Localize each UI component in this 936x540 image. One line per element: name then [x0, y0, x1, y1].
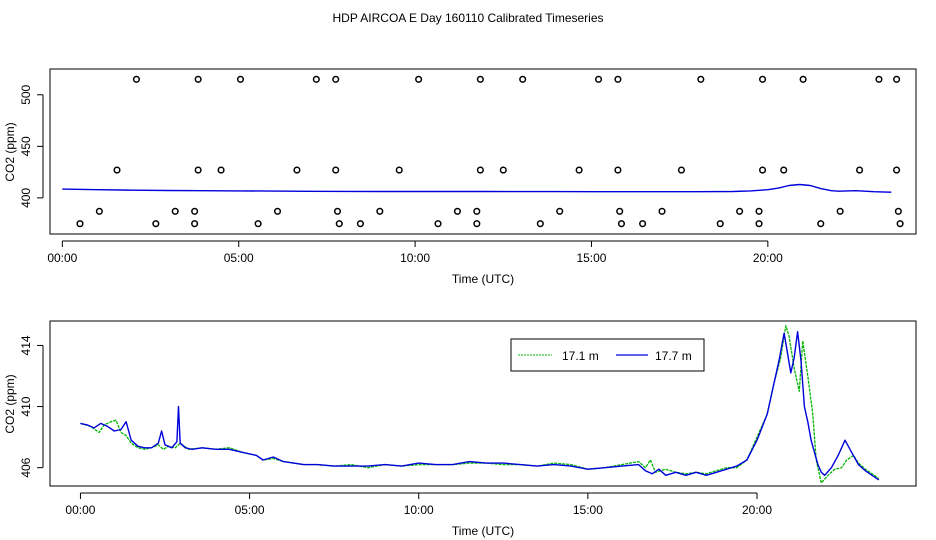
series-line-17-7-m: [80, 331, 880, 481]
x-tick-label: 20:00: [753, 251, 783, 265]
x-tick-label: 10:00: [400, 251, 430, 265]
x-tick-label: 00:00: [47, 251, 77, 265]
y-tick-label: 500: [19, 84, 33, 104]
data-point: [519, 75, 527, 83]
data-point: [896, 220, 904, 228]
x-tick-label: 05:00: [224, 251, 254, 265]
bottom-y-axis-label: CO2 (ppm): [3, 374, 17, 433]
data-point: [333, 207, 342, 215]
data-point: [759, 75, 767, 83]
data-point: [893, 75, 901, 83]
data-point: [536, 220, 544, 228]
data-point: [453, 207, 461, 215]
top-panel-marks: [62, 75, 904, 228]
data-point: [476, 166, 484, 174]
data-point: [697, 75, 705, 83]
data-point: [658, 207, 666, 215]
top-panel-axes: 00:00 05:00 10:00 15:00 20:00 400 450 500: [19, 84, 783, 265]
data-point: [236, 75, 245, 83]
data-point: [254, 220, 262, 228]
data-point: [434, 220, 442, 228]
data-point: [799, 75, 807, 83]
data-point: [356, 220, 364, 228]
legend-label-17-7: 17.7 m: [655, 349, 692, 363]
bottom-panel-frame: [49, 320, 917, 487]
top-panel-scatter: 00:00 05:00 10:00 15:00 20:00 400 450 500 Time …: [3, 68, 917, 286]
y-tick-label: 406: [19, 457, 33, 477]
data-point: [293, 166, 301, 174]
data-point: [76, 220, 84, 228]
data-point: [780, 166, 788, 174]
data-point: [335, 220, 343, 228]
data-point: [95, 207, 103, 215]
y-tick-label: 414: [19, 335, 33, 355]
data-point: [614, 166, 622, 174]
top-x-axis-label: Time (UTC): [452, 272, 514, 286]
data-point: [113, 166, 121, 174]
bottom-panel-axes: 00:00 05:00 10:00 15:00 20:00 406 410 414: [19, 335, 772, 517]
legend-label-17-1: 17.1 m: [562, 349, 599, 363]
legend: 17.1 m 17.7 m: [510, 338, 705, 372]
x-tick-label: 15:00: [576, 251, 606, 265]
data-point: [755, 220, 763, 228]
data-point: [616, 207, 624, 215]
top-panel-frame: [49, 68, 917, 235]
data-point: [736, 207, 744, 215]
data-point: [194, 75, 202, 83]
data-point: [755, 207, 763, 215]
data-point: [614, 75, 622, 83]
y-tick-label: 450: [19, 136, 33, 156]
data-point: [217, 166, 225, 174]
x-tick-label: 20:00: [742, 503, 772, 517]
data-point: [312, 75, 320, 83]
data-point: [556, 207, 564, 215]
x-tick-label: 10:00: [404, 503, 434, 517]
data-point: [817, 220, 825, 228]
data-point: [836, 207, 844, 215]
data-point: [617, 220, 626, 228]
data-point: [473, 220, 481, 228]
y-tick-label: 410: [19, 396, 33, 416]
data-point: [273, 207, 282, 215]
bottom-panel-marks: [80, 324, 880, 484]
data-point: [716, 220, 724, 228]
data-point: [152, 220, 160, 228]
data-point: [499, 166, 507, 174]
data-point: [132, 75, 140, 83]
series-line-17-1-m: [80, 324, 880, 484]
data-point: [856, 166, 864, 174]
data-point: [473, 207, 481, 215]
bottom-x-axis-label: Time (UTC): [452, 524, 514, 538]
legend-box: [510, 338, 705, 372]
data-point: [875, 75, 883, 83]
data-point: [376, 207, 384, 215]
bottom-panel-line: 00:00 05:00 10:00 15:00 20:00 406 410 414 Time …: [3, 320, 917, 538]
data-point: [594, 75, 603, 83]
top-y-axis-label: CO2 (ppm): [3, 122, 17, 181]
data-point: [893, 166, 901, 174]
data-point: [639, 220, 647, 228]
data-point: [395, 166, 403, 174]
data-point: [575, 166, 583, 174]
data-point: [332, 166, 340, 174]
data-point: [191, 220, 199, 228]
x-tick-label: 00:00: [65, 503, 95, 517]
data-point: [194, 166, 202, 174]
series-line-0: [62, 183, 892, 193]
chart-title: HDP AIRCOA E Day 160110 Calibrated Times…: [332, 11, 603, 25]
y-tick-label: 400: [19, 188, 33, 208]
x-tick-label: 15:00: [573, 503, 603, 517]
x-tick-label: 05:00: [235, 503, 265, 517]
data-point: [332, 75, 340, 83]
data-point: [677, 166, 685, 174]
data-point: [191, 207, 199, 215]
data-point: [894, 207, 902, 215]
data-point: [171, 207, 179, 215]
data-point: [415, 75, 423, 83]
data-point: [759, 166, 767, 174]
data-point: [476, 75, 484, 83]
